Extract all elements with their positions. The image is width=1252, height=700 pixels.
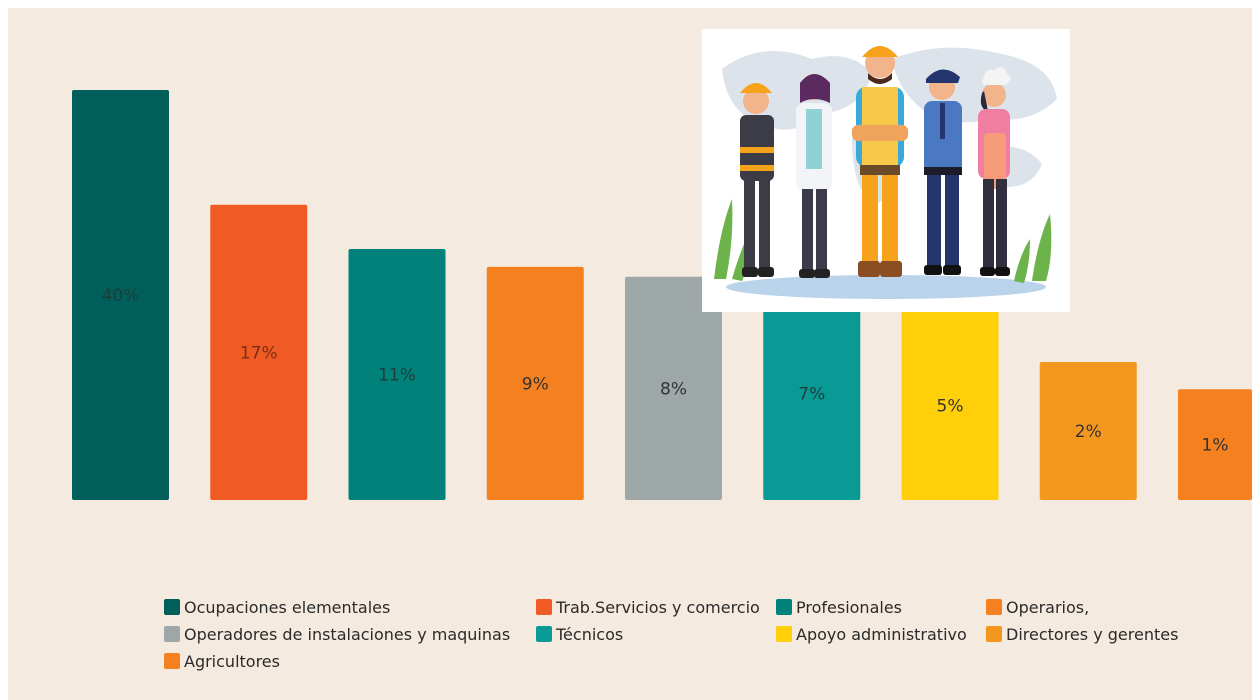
bar-8 bbox=[1039, 362, 1137, 500]
legend-label: Apoyo administrativo bbox=[796, 624, 967, 644]
legend-swatch bbox=[164, 653, 180, 669]
bar-9 bbox=[1178, 389, 1252, 500]
bar-value-label: 2% bbox=[1075, 422, 1102, 442]
legend-label: Operadores de instalaciones y maquinas bbox=[184, 624, 511, 644]
legend-item-tecnicos: Técnicos bbox=[536, 624, 623, 644]
bar-value-label: 40% bbox=[102, 286, 140, 306]
bar-2 bbox=[210, 204, 308, 500]
bar-5 bbox=[625, 276, 722, 500]
legend-item-operarios: Operarios, bbox=[986, 597, 1089, 617]
legend-swatch bbox=[164, 626, 180, 642]
legend-swatch bbox=[776, 626, 792, 642]
legend-item-apoyo-administrativo: Apoyo administrativo bbox=[776, 624, 967, 644]
bar-1 bbox=[72, 90, 169, 500]
bar-value-label: 1% bbox=[1202, 436, 1229, 456]
legend-label: Trab.Servicios y comercio bbox=[556, 597, 760, 617]
legend-label: Técnicos bbox=[556, 624, 624, 644]
workers-illustration bbox=[702, 29, 1070, 312]
legend-label: Profesionales bbox=[796, 597, 902, 617]
legend-swatch bbox=[536, 599, 552, 615]
bar-6 bbox=[763, 287, 861, 500]
legend-label: Directores y gerentes bbox=[1006, 624, 1179, 644]
bar-value-label: 11% bbox=[378, 366, 416, 386]
workers-illustration-icon bbox=[714, 46, 1057, 299]
legend-item-agricultores: Agricultores bbox=[164, 651, 280, 671]
legend-item-directores: Directores y gerentes bbox=[986, 624, 1178, 644]
legend-item-profesionales: Profesionales bbox=[776, 597, 902, 617]
bar-value-label: 5% bbox=[937, 397, 964, 417]
legend-swatch bbox=[986, 626, 1002, 642]
bar-7 bbox=[901, 311, 999, 500]
legend-label: Agricultores bbox=[184, 651, 280, 671]
bar-4 bbox=[486, 266, 584, 500]
legend-label: Operarios, bbox=[1006, 597, 1090, 617]
bar-value-label: 7% bbox=[798, 385, 825, 405]
bar-value-label: 8% bbox=[660, 379, 687, 399]
legend-item-trab-servicios: Trab.Servicios y comercio bbox=[536, 597, 760, 617]
legend-swatch bbox=[776, 599, 792, 615]
bar-3 bbox=[348, 249, 446, 500]
legend-swatch bbox=[536, 626, 552, 642]
legend-item-operadores: Operadores de instalaciones y maquinas bbox=[164, 624, 510, 644]
legend-label: Ocupaciones elementales bbox=[184, 597, 391, 617]
legend-swatch bbox=[164, 599, 180, 615]
legend-item-ocupaciones: Ocupaciones elementales bbox=[164, 597, 390, 617]
bar-value-label: 17% bbox=[240, 343, 278, 363]
legend-swatch bbox=[986, 599, 1002, 615]
bar-value-label: 9% bbox=[522, 374, 549, 394]
